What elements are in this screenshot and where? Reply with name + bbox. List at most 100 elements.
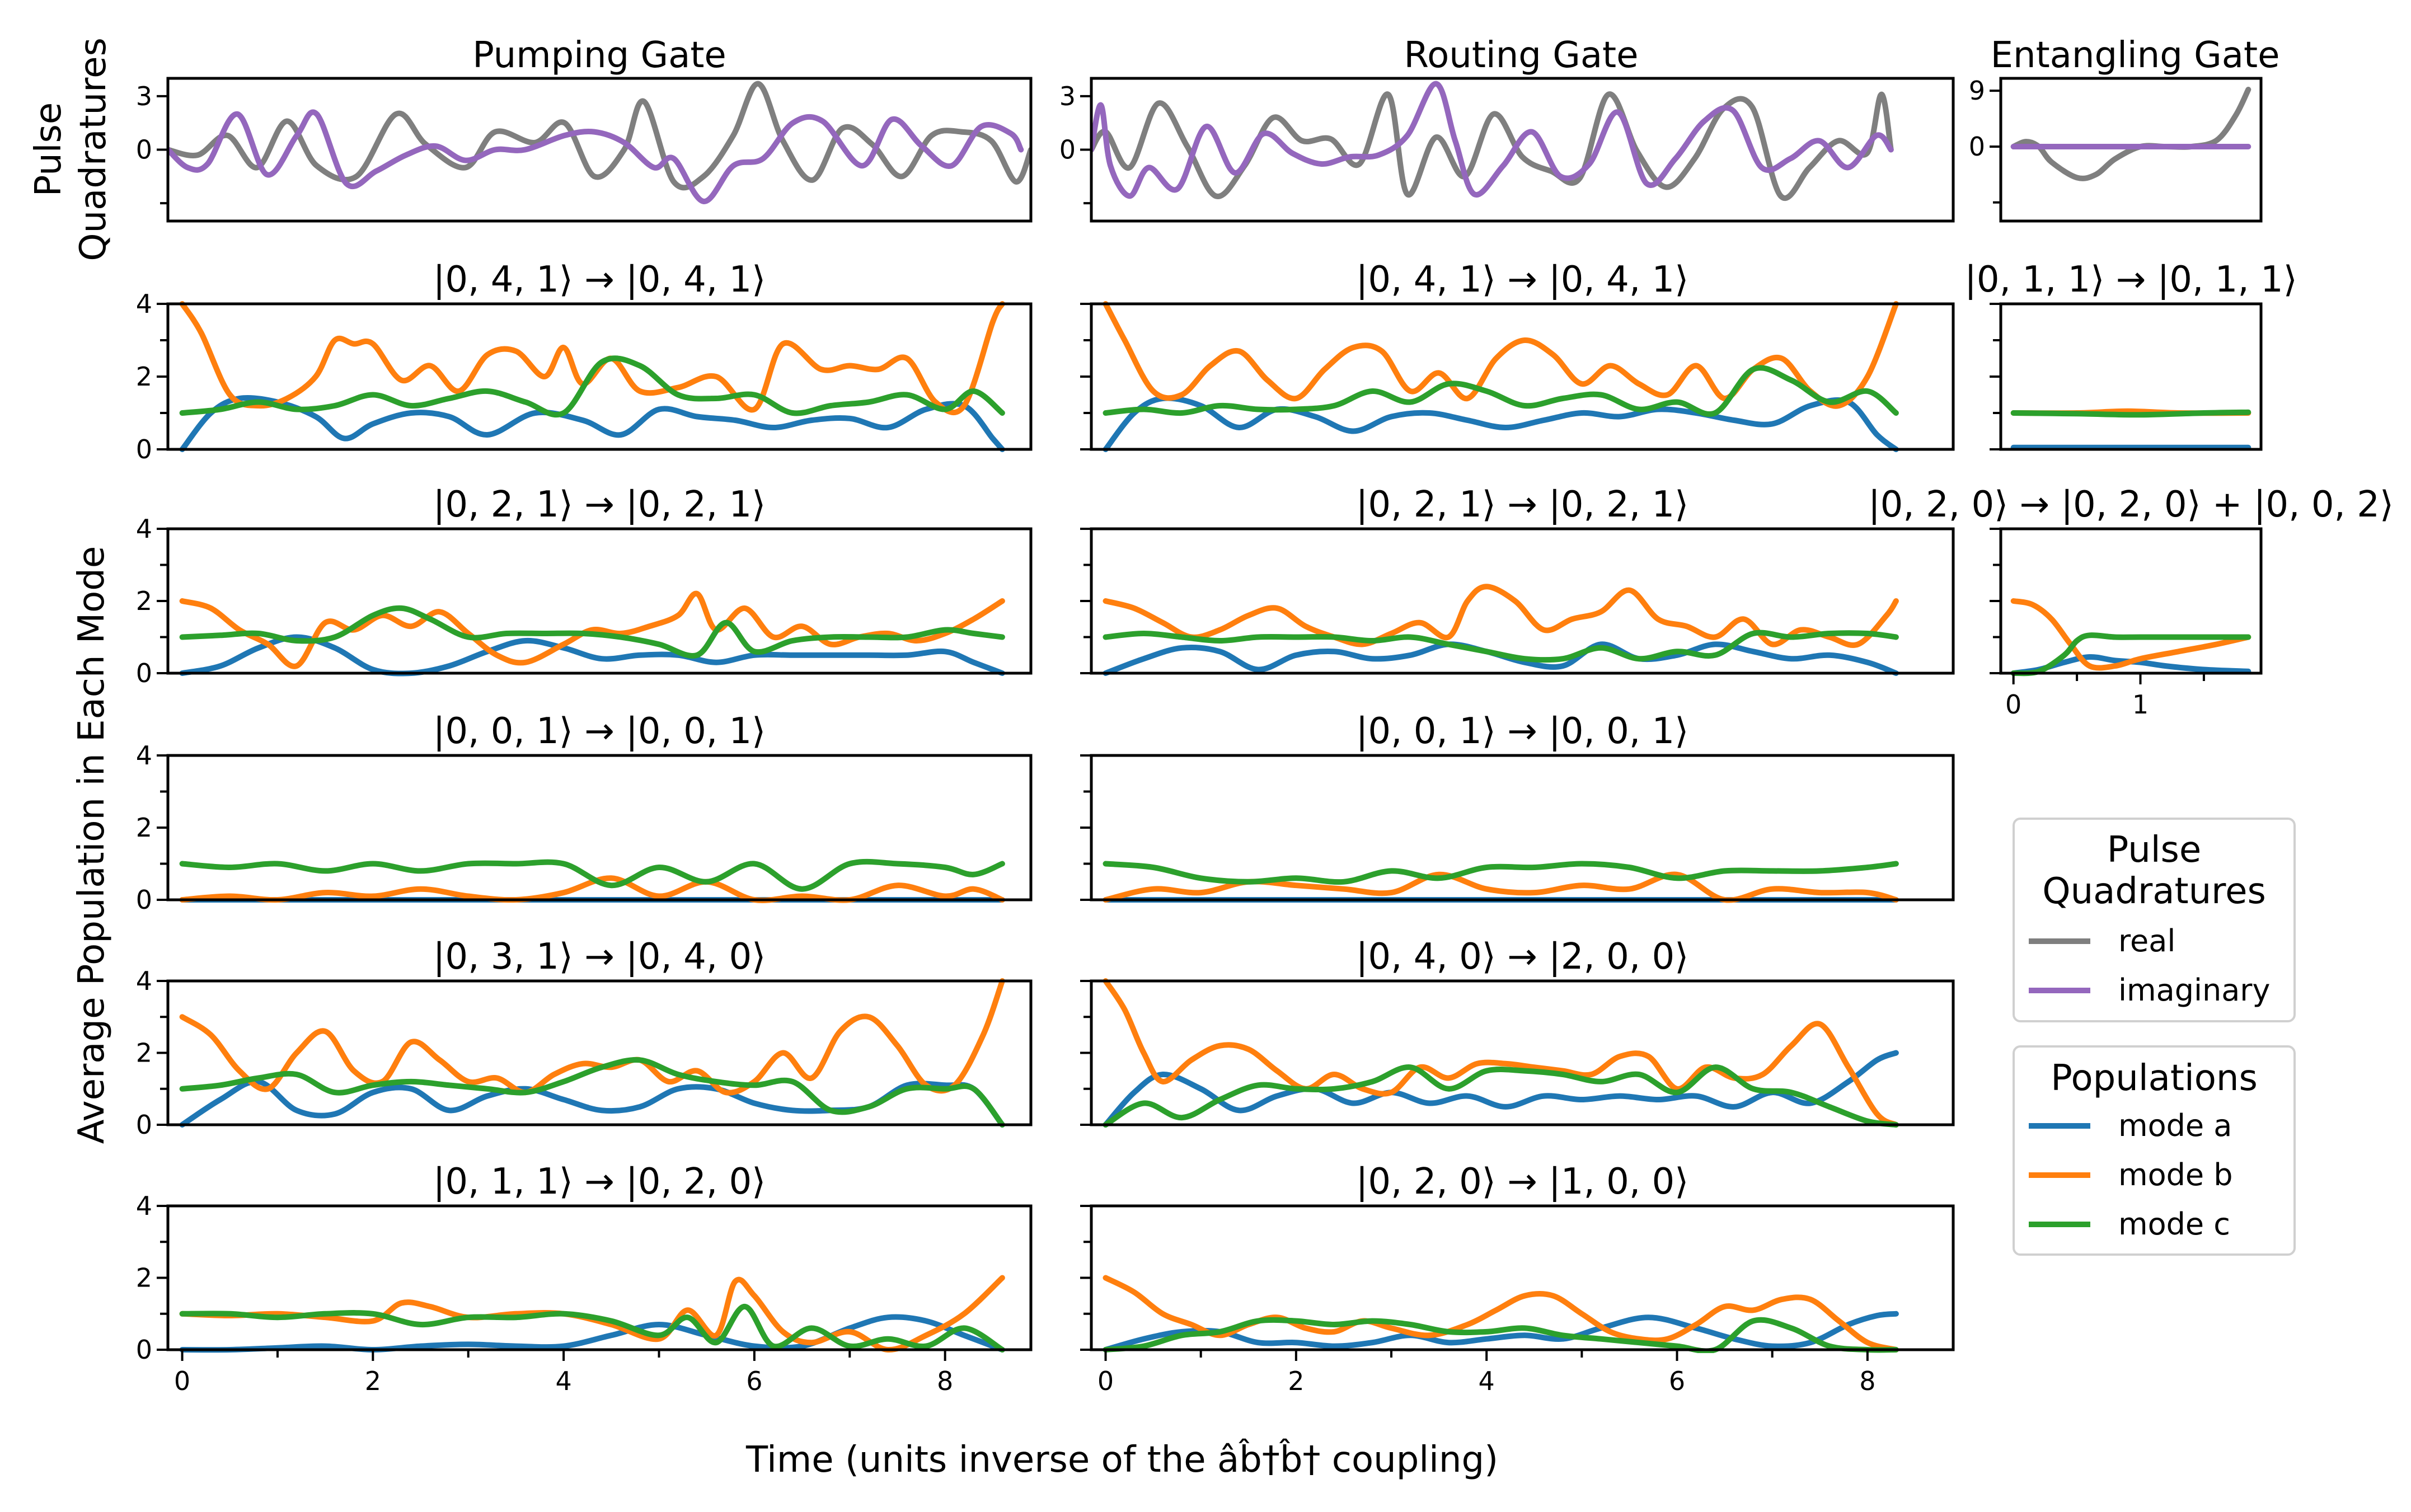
panel-routing-5: |0, 2, 0⟩ → |1, 0, 0⟩ 0 2 4 6 8: [1080, 1161, 1955, 1396]
panel-curves: [1103, 584, 1899, 676]
series-mode-b: [179, 301, 1005, 416]
series-mode-a: [1103, 1311, 1899, 1353]
series-mode-b: [1103, 301, 1899, 409]
panel-frame: [1999, 527, 2263, 675]
panel-title: |0, 1, 1⟩ → |0, 1, 1⟩: [1964, 259, 2297, 300]
x-tick-label: 0: [1097, 1366, 1114, 1396]
y-tick-label: 4: [136, 289, 152, 319]
legend-populations-box: [2013, 1045, 2296, 1256]
y-tick-label: 4: [136, 514, 152, 544]
panel-entangling-2: |0, 2, 0⟩ → |0, 2, 0⟩ + |0, 0, 2⟩ 0 1: [1868, 484, 2394, 720]
pulse-ylabel-line2: Quadratures: [73, 37, 114, 261]
panel-title: |0, 2, 0⟩ → |0, 2, 0⟩ + |0, 0, 2⟩: [1868, 484, 2394, 525]
panel-title: |0, 3, 1⟩ → |0, 4, 0⟩: [433, 936, 766, 978]
y-tick-label: 0: [136, 1335, 152, 1365]
panel-curves: [168, 81, 1031, 204]
y-tick-label: 0: [1059, 135, 1076, 165]
legend-populations: Populations mode a mode b mode c: [2013, 1045, 2296, 1256]
series-mode-b: [179, 875, 1005, 903]
panel-title: |0, 2, 0⟩ → |1, 0, 0⟩: [1356, 1161, 1688, 1203]
panel-entangling-1: |0, 1, 1⟩ → |0, 1, 1⟩: [1964, 259, 2297, 451]
panel-pumping-3: |0, 0, 1⟩ → |0, 0, 1⟩ 4 2 0: [136, 711, 1033, 915]
series-real: [168, 81, 1031, 191]
series-imaginary: [1091, 81, 1894, 199]
legend-label-imaginary: imaginary: [2118, 973, 2270, 1008]
column-title-entangling: Entangling Gate: [1991, 35, 2280, 76]
y-tick-label: 4: [136, 1191, 152, 1221]
series-real: [1091, 91, 1894, 201]
panel-frame: [1999, 302, 2263, 451]
column-title-routing: Routing Gate: [1404, 35, 1639, 76]
panel-pumping-5: |0, 1, 1⟩ → |0, 2, 0⟩ 4 2 00 2 4 6 8: [136, 1161, 1033, 1396]
series-mode-b: [1103, 978, 1899, 1128]
series-mode-b: [1103, 1275, 1899, 1353]
pulse-ylabel-line1: Pulse: [28, 102, 69, 197]
y-tick-label: 3: [1059, 81, 1076, 111]
panel-curves: [1091, 81, 1894, 201]
panel-pumping-4: |0, 3, 1⟩ → |0, 4, 0⟩ 4 2 0: [136, 936, 1033, 1140]
series-mode-c: [1103, 365, 1899, 417]
y-tick-label: 0: [136, 885, 152, 915]
x-tick-label: 6: [746, 1366, 762, 1396]
panel-curves: [179, 978, 1005, 1128]
panel-curves: [2010, 408, 2251, 450]
x-tick-label: 8: [937, 1366, 953, 1396]
panel-pulse-pumping: 30: [136, 77, 1033, 223]
population-ylabel: Average Population in Each Mode: [71, 546, 112, 1144]
panel-frame: [166, 527, 1033, 675]
panel-curves: [2010, 87, 2251, 181]
y-tick-label: 2: [136, 361, 152, 392]
series-mode-c: [1103, 861, 1899, 885]
series-mode-a: [179, 395, 1005, 452]
panel-curves: [1103, 861, 1899, 903]
y-tick-label: 2: [136, 1038, 152, 1068]
panel-title: |0, 0, 1⟩ → |0, 0, 1⟩: [433, 711, 766, 752]
legend-pulse: Pulse Quadratures real imaginary: [2013, 818, 2296, 1022]
panel-title: |0, 2, 1⟩ → |0, 2, 1⟩: [433, 484, 766, 525]
panel-title: |0, 4, 1⟩ → |0, 4, 1⟩: [433, 259, 766, 300]
y-tick-label: 4: [136, 740, 152, 771]
panel-routing-1: |0, 4, 1⟩ → |0, 4, 1⟩: [1080, 259, 1955, 452]
y-tick-label: 0: [136, 434, 152, 464]
panel-curves: [1103, 301, 1899, 452]
y-tick-label: 0: [1969, 132, 1985, 162]
panel-pulse-routing: 30: [1059, 77, 1955, 223]
legend-pulse-title-line2: Quadratures: [2042, 871, 2266, 912]
y-tick-label: 4: [136, 966, 152, 996]
panel-frame: [1999, 77, 2263, 223]
series-imaginary: [168, 109, 1024, 204]
legend-label-mode-a: mode a: [2118, 1108, 2232, 1143]
panel-routing-3: |0, 0, 1⟩ → |0, 0, 1⟩: [1080, 711, 1955, 903]
x-tick-label: 4: [555, 1366, 571, 1396]
series-mode-c: [1103, 1317, 1899, 1353]
column-title-pumping: Pumping Gate: [472, 35, 726, 76]
panel-routing-4: |0, 4, 0⟩ → |2, 0, 0⟩: [1080, 936, 1955, 1128]
panel-routing-2: |0, 2, 1⟩ → |0, 2, 1⟩: [1080, 484, 1955, 676]
y-tick-label: 0: [136, 1110, 152, 1140]
panel-title: |0, 0, 1⟩ → |0, 0, 1⟩: [1356, 711, 1688, 752]
panel-curves: [179, 301, 1005, 452]
series-mode-a: [1103, 395, 1899, 452]
x-tick-label: 2: [365, 1366, 381, 1396]
y-tick-label: 0: [136, 135, 152, 165]
panel-title: |0, 1, 1⟩ → |0, 2, 0⟩: [433, 1161, 766, 1203]
x-tick-label: 0: [2005, 689, 2021, 720]
x-tick-label: 8: [1859, 1366, 1875, 1396]
panel-pumping-2: |0, 2, 1⟩ → |0, 2, 1⟩ 4 2 0: [136, 484, 1033, 688]
legend-pulse-box: [2013, 818, 2296, 1022]
series-mode-c: [1103, 630, 1899, 663]
panel-title: |0, 4, 0⟩ → |2, 0, 0⟩: [1356, 936, 1688, 978]
series-real: [2010, 87, 2251, 181]
series-mode-b: [1103, 584, 1899, 648]
panel-curves: [2010, 598, 2251, 677]
series-mode-c: [179, 1303, 1005, 1353]
series-mode-c: [179, 1056, 1005, 1128]
y-tick-label: 2: [136, 586, 152, 616]
panel-title: |0, 2, 1⟩ → |0, 2, 1⟩: [1356, 484, 1688, 525]
legend-label-mode-c: mode c: [2118, 1206, 2230, 1242]
series-mode-b: [179, 1275, 1005, 1353]
y-tick-label: 0: [136, 658, 152, 688]
x-tick-label: 4: [1479, 1366, 1495, 1396]
